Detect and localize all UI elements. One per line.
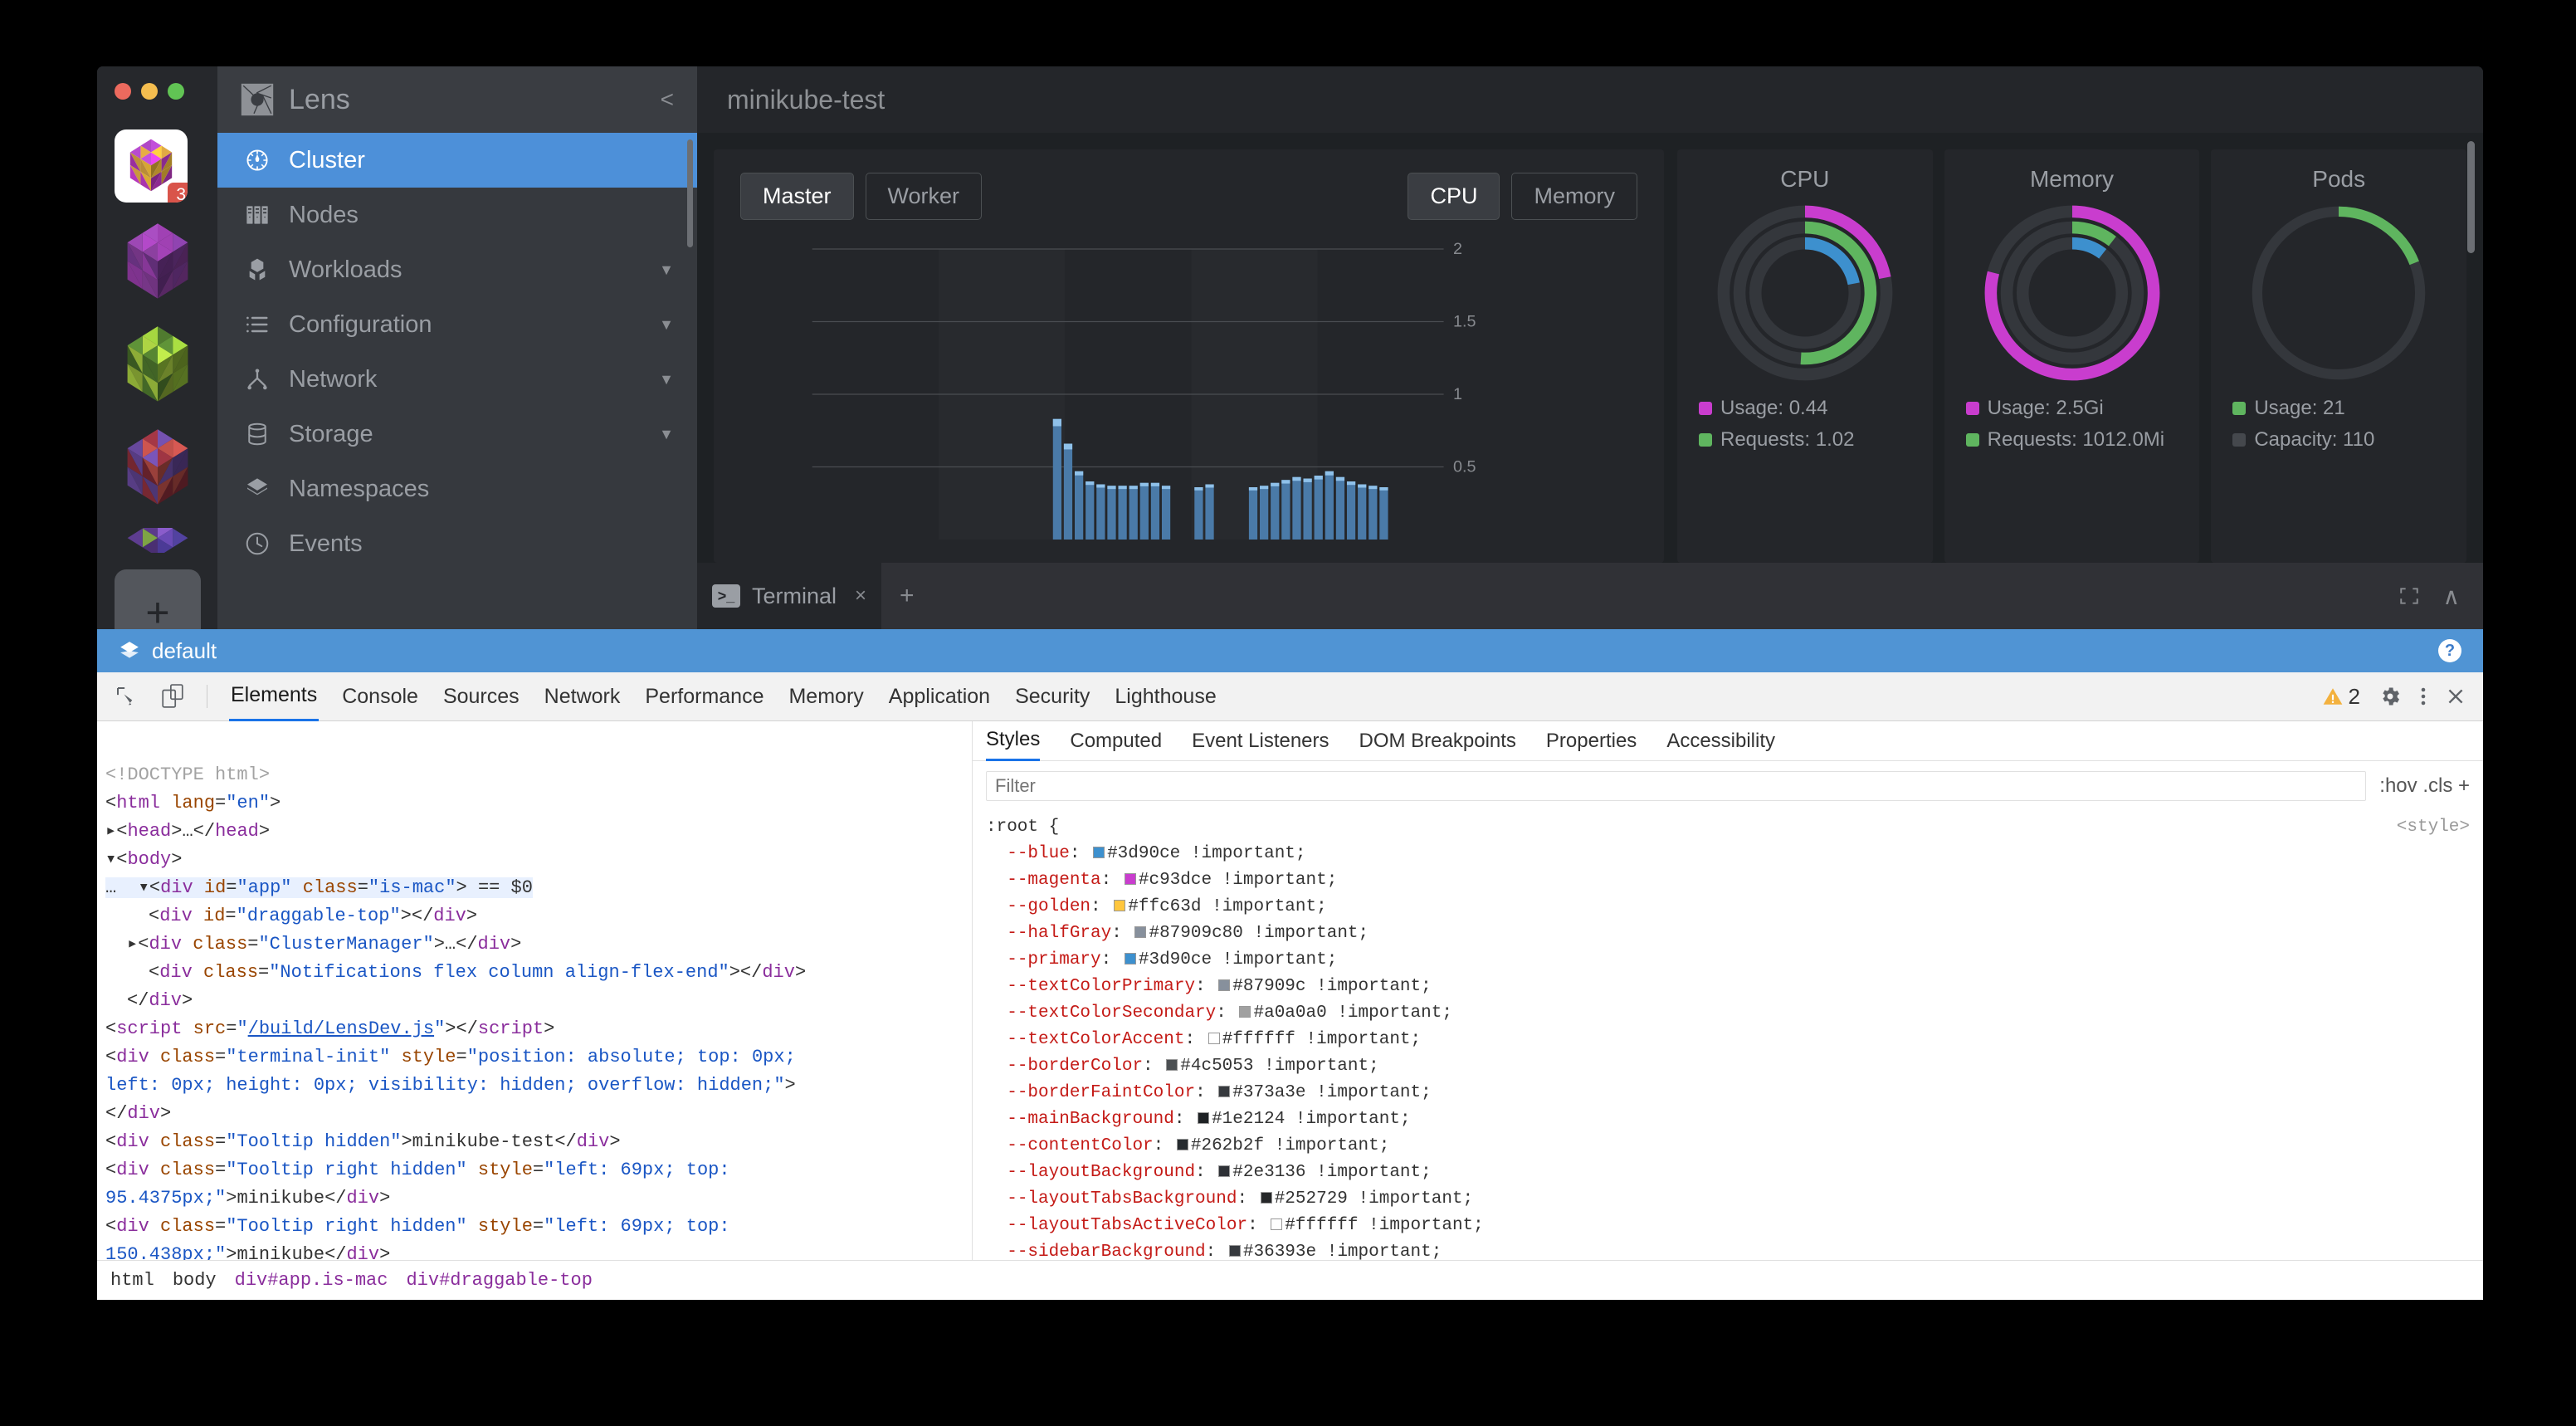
svg-text:1: 1 <box>1453 385 1462 403</box>
svg-text:1.5: 1.5 <box>1453 313 1476 331</box>
svg-text:0.5: 0.5 <box>1453 458 1476 476</box>
svg-text:2: 2 <box>1453 240 1462 258</box>
